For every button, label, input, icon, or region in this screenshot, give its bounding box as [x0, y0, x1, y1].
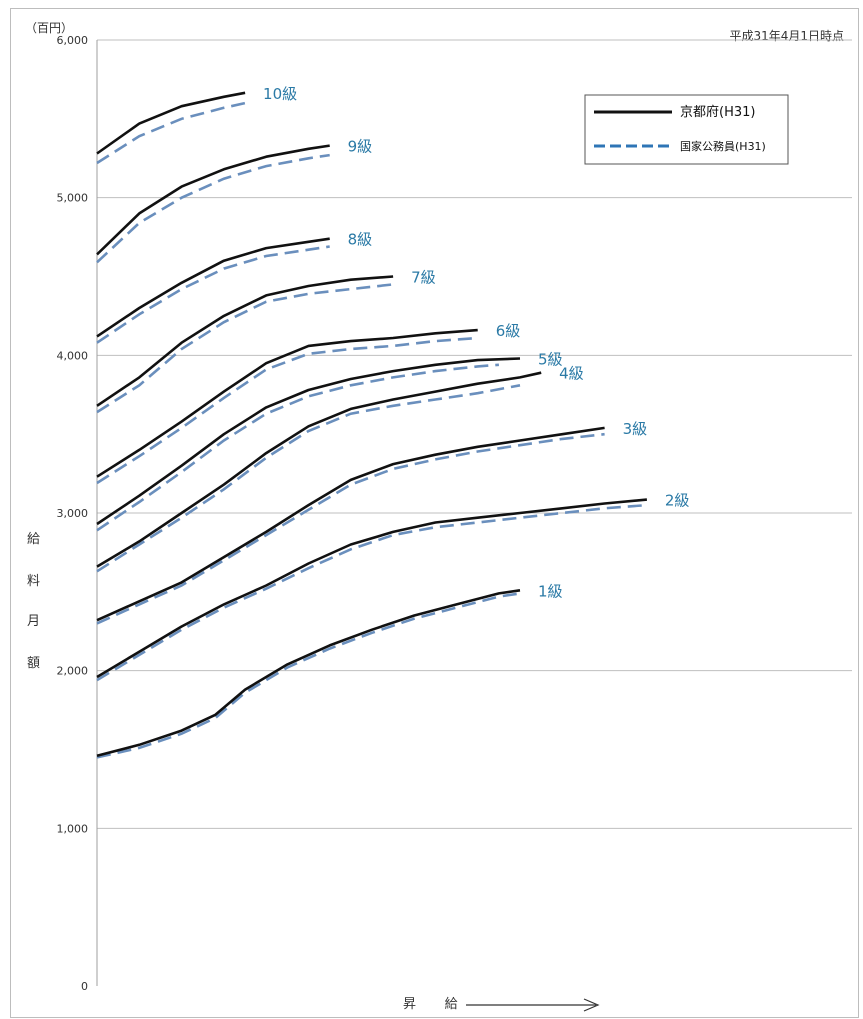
national-line	[96, 283, 394, 414]
x-axis-label: 昇 給	[403, 997, 466, 1012]
grade-label: 3級	[623, 420, 648, 438]
y-tick-label: 3,000	[57, 507, 89, 520]
legend-kyoto-label: 京都府(H31)	[680, 105, 755, 120]
legend-national-label: 国家公務員(H31)	[680, 139, 766, 153]
kyoto-line	[96, 357, 521, 526]
grade-label: 9級	[348, 138, 373, 156]
national-line	[96, 336, 478, 485]
grade-label: 5級	[538, 350, 563, 368]
national-line	[96, 363, 499, 532]
national-line	[96, 503, 647, 682]
kyoto-line	[96, 498, 648, 679]
grade-label: 7級	[411, 269, 436, 287]
national-line	[96, 101, 246, 165]
national-line	[96, 432, 605, 625]
y-tick-label: 6,000	[57, 34, 89, 47]
kyoto-line	[96, 371, 542, 568]
national-line	[96, 153, 330, 264]
legend-box	[584, 94, 789, 165]
y-axis-label-char: 料	[27, 574, 41, 589]
y-tick-label: 1,000	[57, 822, 89, 835]
kyoto-line	[96, 426, 605, 622]
grade-label: 8級	[348, 231, 373, 249]
grade-label: 4級	[559, 365, 584, 383]
grade-label: 6級	[496, 322, 521, 340]
y-tick-label: 2,000	[57, 665, 89, 678]
x-axis-arrow-head	[583, 998, 600, 1012]
national-line	[96, 245, 330, 344]
y-unit-label: （百円）	[25, 21, 74, 35]
y-axis-label-char: 額	[27, 656, 41, 671]
kyoto-line	[96, 328, 478, 478]
grade-label: 1級	[538, 582, 563, 600]
kyoto-line	[96, 237, 330, 338]
kyoto-line	[96, 144, 330, 256]
y-tick-label: 5,000	[57, 192, 89, 205]
kyoto-line	[96, 91, 246, 155]
grade-label: 2級	[665, 492, 690, 510]
grade-label: 10級	[263, 85, 297, 103]
y-tick-label: 0	[81, 980, 88, 993]
kyoto-line	[96, 589, 521, 758]
y-axis-label-char: 月	[27, 614, 41, 629]
national-line	[96, 384, 521, 573]
kyoto-line	[96, 275, 394, 407]
y-axis-label-char: 給	[27, 532, 41, 547]
national-line	[96, 592, 521, 759]
y-tick-label: 4,000	[57, 349, 89, 362]
